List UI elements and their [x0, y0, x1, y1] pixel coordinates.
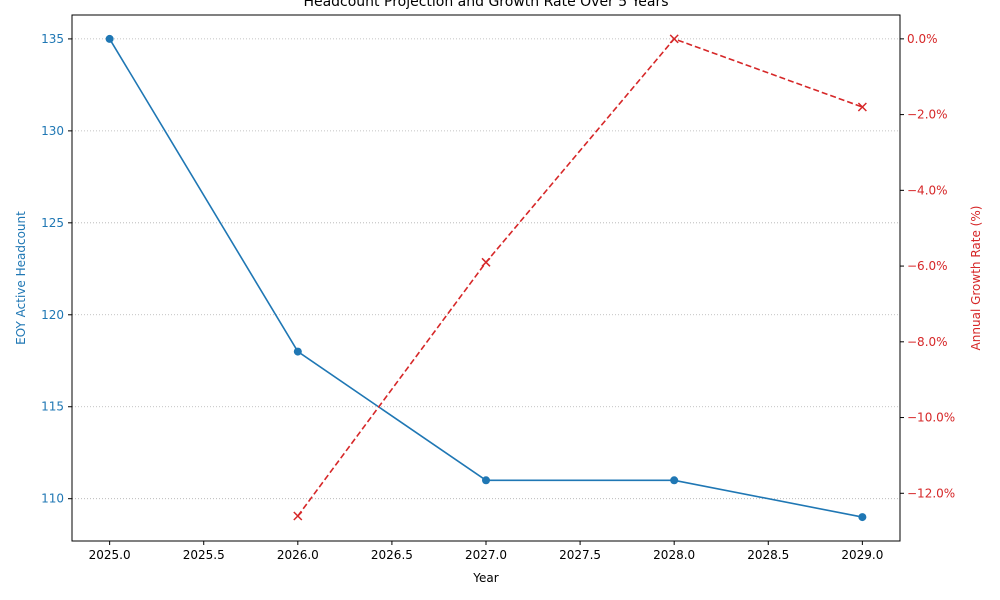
- x-tick-label: 2029.0: [841, 548, 883, 562]
- y-axis-left: 110 115 120 125 130 135: [41, 32, 72, 506]
- y-axis-right: −12.0% −10.0% −8.0% −6.0% −4.0% −2.0% 0.0%: [900, 32, 955, 500]
- series-layer: [105, 34, 867, 522]
- x-tick-label: 2027.5: [559, 548, 601, 562]
- y-left-tick-label: 135: [41, 32, 64, 46]
- y-left-tick-label: 120: [41, 308, 64, 322]
- y-right-tick-label: −2.0%: [907, 108, 948, 122]
- growth-rate-point: [857, 102, 867, 112]
- y-right-tick-label: −4.0%: [907, 183, 948, 197]
- headcount-point: [670, 476, 679, 485]
- y-right-tick-label: −6.0%: [907, 259, 948, 273]
- y-left-tick-label: 125: [41, 216, 64, 230]
- y-right-tick-label: 0.0%: [907, 32, 938, 46]
- x-tick-label: 2025.5: [183, 548, 225, 562]
- x-tick-label: 2027.0: [465, 548, 507, 562]
- headcount-point: [858, 513, 867, 522]
- y-axis-right-title: Annual Growth Rate (%): [969, 206, 983, 351]
- growth-rate-point: [293, 511, 303, 521]
- y-left-tick-label: 130: [41, 124, 64, 138]
- x-tick-label: 2026.5: [371, 548, 413, 562]
- growth-rate-line: [297, 37, 863, 517]
- x-tick-label: 2028.5: [747, 548, 789, 562]
- y-right-tick-label: −12.0%: [907, 486, 955, 500]
- growth-rate-point: [669, 34, 679, 44]
- chart-title: Headcount Projection and Growth Rate Ove…: [303, 0, 668, 10]
- y-axis-left-title: EOY Active Headcount: [14, 211, 28, 345]
- x-axis-title: Year: [472, 571, 498, 585]
- x-tick-label: 2028.0: [653, 548, 695, 562]
- grid-layer: [72, 38, 900, 500]
- y-right-tick-label: −10.0%: [907, 411, 955, 425]
- x-tick-label: 2026.0: [277, 548, 319, 562]
- headcount-point: [105, 34, 114, 43]
- x-tick-label: 2025.0: [89, 548, 131, 562]
- headcount-point: [293, 347, 302, 356]
- growth-rate-point: [481, 257, 491, 267]
- y-left-tick-label: 115: [41, 400, 64, 414]
- y-right-tick-label: −8.0%: [907, 335, 948, 349]
- headcount-point: [482, 476, 490, 485]
- y-left-tick-label: 110: [41, 492, 64, 506]
- x-axis: 2025.0 2025.5 2026.0 2026.5 2027.0 2027.5 2028…: [89, 541, 883, 562]
